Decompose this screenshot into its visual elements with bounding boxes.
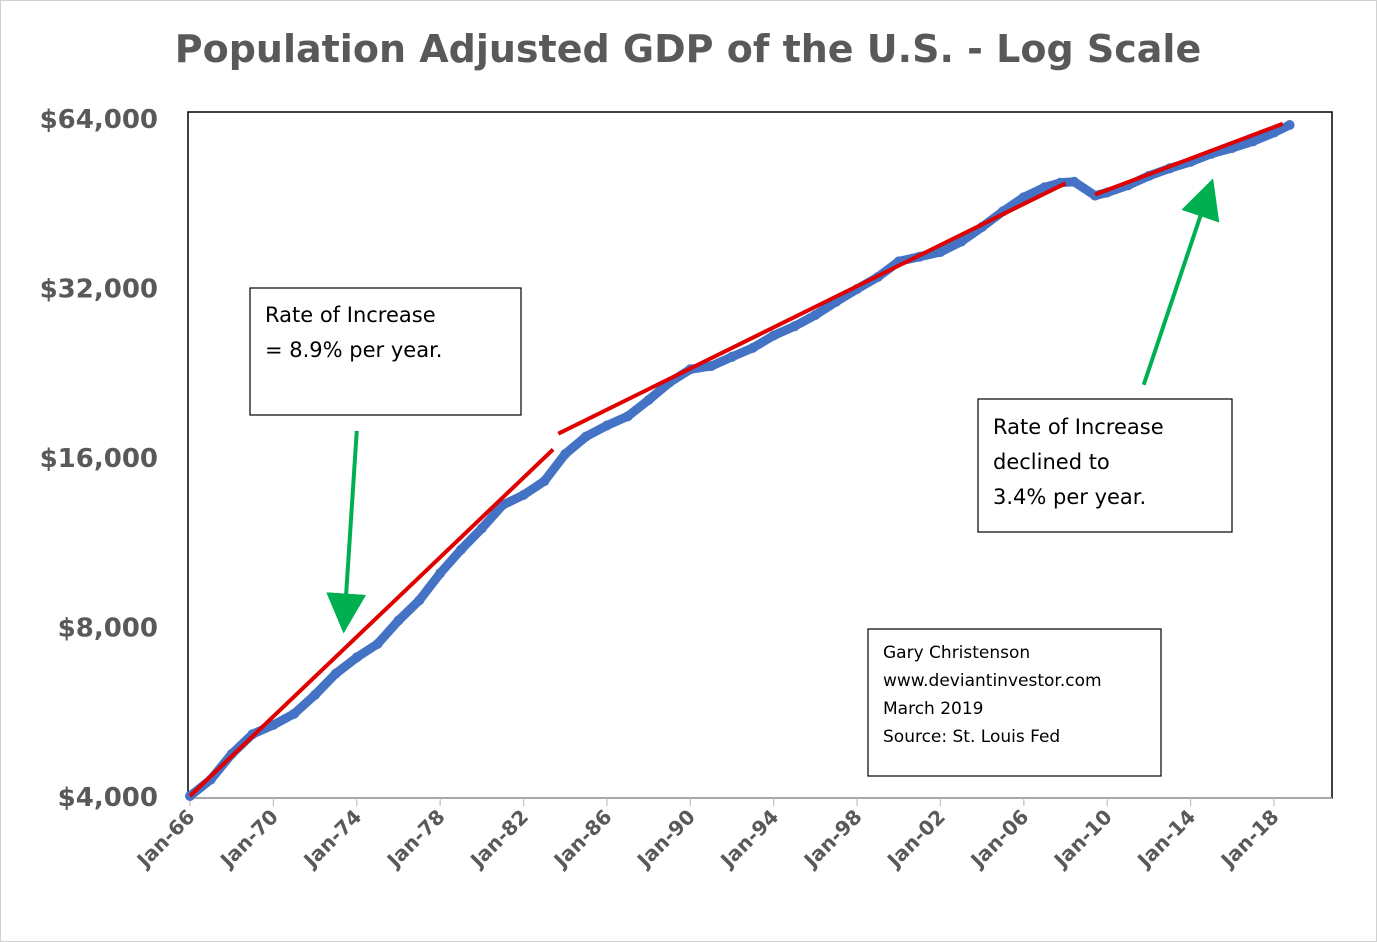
y-tick-label: $64,000 xyxy=(40,105,158,135)
credit-box-frame xyxy=(867,628,1162,777)
annotation-right-line-1: Rate of Increase xyxy=(993,415,1164,439)
credit-author: Gary Christenson xyxy=(883,643,1030,663)
data-point xyxy=(810,310,821,320)
data-point xyxy=(476,523,487,534)
x-tick-label: Jan-78 xyxy=(381,805,450,874)
y-tick-label: $16,000 xyxy=(40,444,158,474)
x-axis-ticks: Jan-66 Jan-70 Jan-74 Jan-78 Jan-82 Jan-86 Jan-… xyxy=(131,797,1332,874)
x-tick-label: Jan-14 xyxy=(1131,805,1200,874)
annotation-right-line-2: declined to xyxy=(993,450,1110,474)
data-point xyxy=(414,595,425,606)
annotation-left-line-2: = 8.9% per year. xyxy=(265,338,442,362)
data-point xyxy=(1248,136,1259,147)
data-point xyxy=(330,668,341,679)
data-point xyxy=(706,361,717,372)
data-point xyxy=(789,321,800,332)
x-tick-label: Jan-86 xyxy=(548,805,617,874)
data-point xyxy=(310,689,321,700)
arrows-group xyxy=(326,178,1220,634)
data-point xyxy=(456,544,466,555)
data-point xyxy=(372,638,383,649)
trend-lines-group xyxy=(188,121,1284,798)
x-tick-label: Jan-66 xyxy=(131,805,200,874)
x-tick-label: Jan-70 xyxy=(214,805,283,874)
data-point xyxy=(581,431,592,442)
y-tick-label: $32,000 xyxy=(40,275,158,305)
x-tick-label: Jan-06 xyxy=(965,805,1034,874)
data-point xyxy=(1284,120,1295,130)
annotation-right: Rate of Increase declined to 3.4% per ye… xyxy=(977,398,1233,533)
data-point xyxy=(560,449,571,459)
credit-date: March 2019 xyxy=(883,699,984,719)
data-point xyxy=(289,708,300,719)
credit-box: Gary Christenson www.deviantinvestor.com… xyxy=(867,628,1162,777)
x-tick-label: Jan-94 xyxy=(714,805,783,874)
chart-title: Population Adjusted GDP of the U.S. - Lo… xyxy=(175,27,1201,71)
annotation-left-box xyxy=(249,287,522,416)
data-point xyxy=(539,476,550,487)
annotation-right-line-3: 3.4% per year. xyxy=(993,485,1146,509)
annotation-arrow xyxy=(326,430,367,634)
data-point xyxy=(956,236,967,247)
data-point xyxy=(747,342,758,353)
x-tick-label: Jan-90 xyxy=(631,805,700,874)
trend-line xyxy=(1094,121,1284,197)
data-point xyxy=(351,652,362,663)
data-point xyxy=(518,490,529,500)
data-point xyxy=(1039,182,1050,193)
x-tick-label: Jan-18 xyxy=(1215,805,1284,874)
data-point xyxy=(643,395,654,405)
data-point xyxy=(622,411,633,422)
credit-source: Source: St. Louis Fed xyxy=(883,727,1060,747)
y-axis-ticks: $4,000 $8,000 $16,000 $32,000 $64,000 xyxy=(40,105,158,813)
x-tick-label: Jan-02 xyxy=(881,805,950,874)
data-point xyxy=(393,615,404,626)
data-point xyxy=(935,247,946,257)
trend-line xyxy=(188,448,555,798)
y-tick-label: $4,000 xyxy=(58,783,158,813)
x-tick-label: Jan-10 xyxy=(1048,805,1117,874)
data-point xyxy=(768,330,779,341)
data-point xyxy=(268,719,279,730)
y-tick-label: $8,000 xyxy=(58,614,158,644)
data-point xyxy=(1069,176,1080,187)
credit-website: www.deviantinvestor.com xyxy=(883,671,1102,691)
data-point xyxy=(1018,192,1029,203)
x-tick-label: Jan-74 xyxy=(297,805,366,874)
annotation-left: Rate of Increase = 8.9% per year. xyxy=(249,287,522,416)
trend-line xyxy=(557,181,1067,436)
data-point xyxy=(601,420,612,431)
x-tick-label: Jan-98 xyxy=(798,805,867,874)
x-tick-label: Jan-82 xyxy=(464,805,533,874)
data-point xyxy=(435,568,446,579)
data-point xyxy=(727,351,737,362)
annotation-right-box xyxy=(977,398,1233,533)
annotation-left-line-1: Rate of Increase xyxy=(265,303,436,327)
annotation-arrow xyxy=(1141,178,1220,386)
